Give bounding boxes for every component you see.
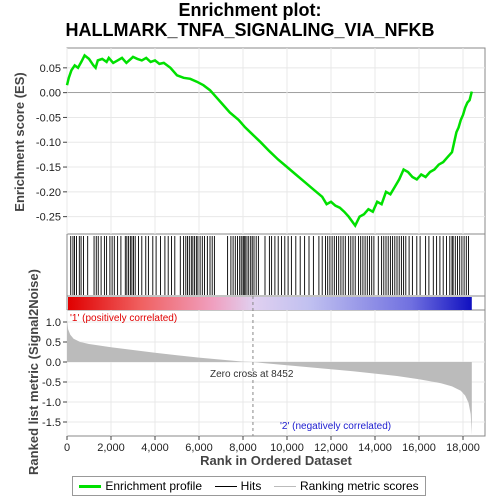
x-tick-label: 18,000: [446, 442, 480, 454]
es-y-tick-label: 0.00: [40, 88, 61, 100]
chart-title: Enrichment plot: HALLMARK_TNFA_SIGNALING…: [0, 0, 500, 40]
metric-y-tick-label: -0.5: [42, 377, 61, 389]
enrichment-profile-line: [65, 53, 474, 229]
positive-correlation-label: '1' (positively correlated): [70, 313, 177, 324]
enrichment-plot: 0.050.00-0.05-0.10-0.15-0.20-0.25 1.00.5…: [12, 47, 486, 475]
negative-correlation-label: '2' (negatively correlated): [280, 421, 391, 432]
legend-label-enrichment: Enrichment profile: [105, 479, 203, 493]
metric-y-tick-label: 0.5: [46, 337, 61, 349]
x-tick-label: 0: [64, 442, 70, 454]
es-y-tick-label: -0.20: [36, 187, 61, 199]
x-tick-label: 2,000: [97, 442, 125, 454]
es-y-tick-label: -0.05: [36, 112, 61, 124]
x-ticks: 0 2,000 4,000 6,000 8,000 10,000 12,000 14,000 1…: [64, 436, 480, 454]
legend-swatch-enrichment: [79, 484, 102, 488]
hits-panel-frame: [66, 233, 486, 297]
legend: Enrichment profile Hits Ranking metric s…: [72, 476, 426, 496]
metric-y-axis-label: Ranked list metric (Signal2Noise): [26, 269, 41, 475]
es-gridlines: [66, 48, 485, 234]
legend-item-enrichment-profile: Enrichment profile: [79, 479, 202, 493]
metric-y-ticks: 1.0 0.5 0.0 -0.5 -1.0 -1.5: [42, 317, 67, 429]
es-y-ticks: 0.05 0.00 -0.05 -0.10 -0.15 -0.20 -0.25: [36, 63, 67, 224]
zero-cross-label: Zero cross at 8452: [210, 369, 294, 380]
metric-y-tick-label: -1.5: [42, 417, 61, 429]
es-y-tick-label: -0.10: [36, 137, 61, 149]
legend-swatch-ranking: [273, 485, 296, 487]
x-tick-label: 16,000: [402, 442, 436, 454]
metric-y-tick-label: 0.0: [46, 357, 61, 369]
es-y-tick-label: 0.05: [40, 63, 61, 75]
x-axis-label: Rank in Ordered Dataset: [200, 453, 352, 468]
title-line-1: Enrichment plot:: [178, 0, 322, 20]
x-tick-label: 12,000: [314, 442, 348, 454]
title-line-2: HALLMARK_TNFA_SIGNALING_VIA_NFKB: [65, 20, 435, 40]
es-y-tick-label: -0.25: [36, 212, 61, 224]
x-tick-label: 4,000: [141, 442, 169, 454]
es-y-axis-label: Enrichment score (ES): [12, 72, 27, 211]
legend-item-hits: Hits: [214, 479, 262, 493]
es-y-tick-label: -0.15: [36, 162, 61, 174]
rank-colorbar: [68, 297, 472, 310]
x-tick-label: 6,000: [185, 442, 213, 454]
legend-label-ranking: Ranking metric scores: [299, 479, 419, 493]
hits-markers: [70, 236, 469, 295]
es-panel-frame: [66, 47, 486, 235]
x-tick-label: 10,000: [270, 442, 304, 454]
legend-item-ranking-metric: Ranking metric scores: [273, 479, 419, 493]
metric-y-tick-label: -1.0: [42, 397, 61, 409]
x-tick-label: 14,000: [358, 442, 392, 454]
metric-y-tick-label: 1.0: [46, 317, 61, 329]
legend-swatch-hits: [214, 485, 237, 487]
legend-label-hits: Hits: [240, 479, 262, 493]
x-tick-label: 8,000: [229, 442, 257, 454]
